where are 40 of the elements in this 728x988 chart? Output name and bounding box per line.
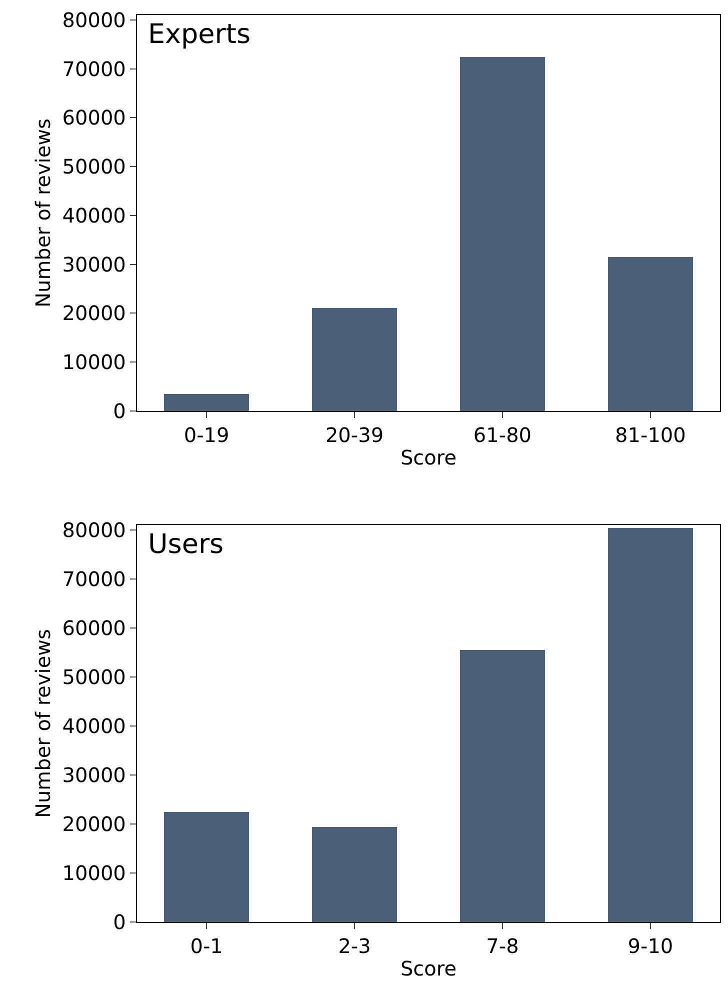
chart-title: Experts [148, 19, 251, 50]
x-tick-label: 20-39 [325, 423, 384, 448]
y-tick-label: 20000 [62, 301, 126, 326]
y-tick-label: 50000 [62, 664, 126, 689]
chart-title: Users [148, 529, 224, 560]
y-axis-title: Number of reviews [30, 629, 55, 818]
y-tick-label: 60000 [62, 106, 126, 130]
bar [312, 827, 397, 922]
bar [460, 57, 545, 411]
y-tick-label: 80000 [62, 518, 126, 542]
y-tick-label: 10000 [62, 860, 126, 885]
y-tick-label: 70000 [62, 566, 126, 591]
y-tick-label: 0 [113, 910, 126, 934]
bar [608, 528, 693, 922]
x-tick-label: 0-1 [190, 934, 223, 958]
y-tick-label: 70000 [62, 56, 126, 81]
y-tick-label: 80000 [62, 8, 126, 32]
y-tick-label: 50000 [62, 154, 126, 179]
bar [460, 650, 545, 922]
y-tick-label: 10000 [62, 350, 126, 374]
x-axis-title: Score [400, 446, 457, 470]
y-tick-label: 30000 [62, 762, 126, 787]
x-tick-label: 9-10 [628, 934, 674, 958]
bar [164, 812, 249, 922]
y-tick-label: 60000 [62, 616, 126, 640]
y-tick-label: 40000 [62, 203, 126, 228]
y-axis-title: Number of reviews [30, 118, 55, 308]
x-tick-label: 2-3 [338, 934, 371, 958]
bar [608, 257, 693, 411]
x-tick-label: 61-80 [473, 423, 532, 448]
x-tick-label: 0-19 [184, 423, 230, 448]
bar [312, 308, 397, 411]
y-tick-label: 40000 [62, 714, 126, 738]
x-tick-label: 7-8 [486, 934, 519, 958]
bar [164, 394, 249, 411]
x-axis-title: Score [400, 956, 457, 981]
y-tick-label: 0 [113, 399, 126, 423]
y-tick-label: 20000 [62, 812, 126, 836]
x-tick-label: 81-100 [615, 423, 686, 448]
y-tick-label: 30000 [62, 252, 126, 276]
